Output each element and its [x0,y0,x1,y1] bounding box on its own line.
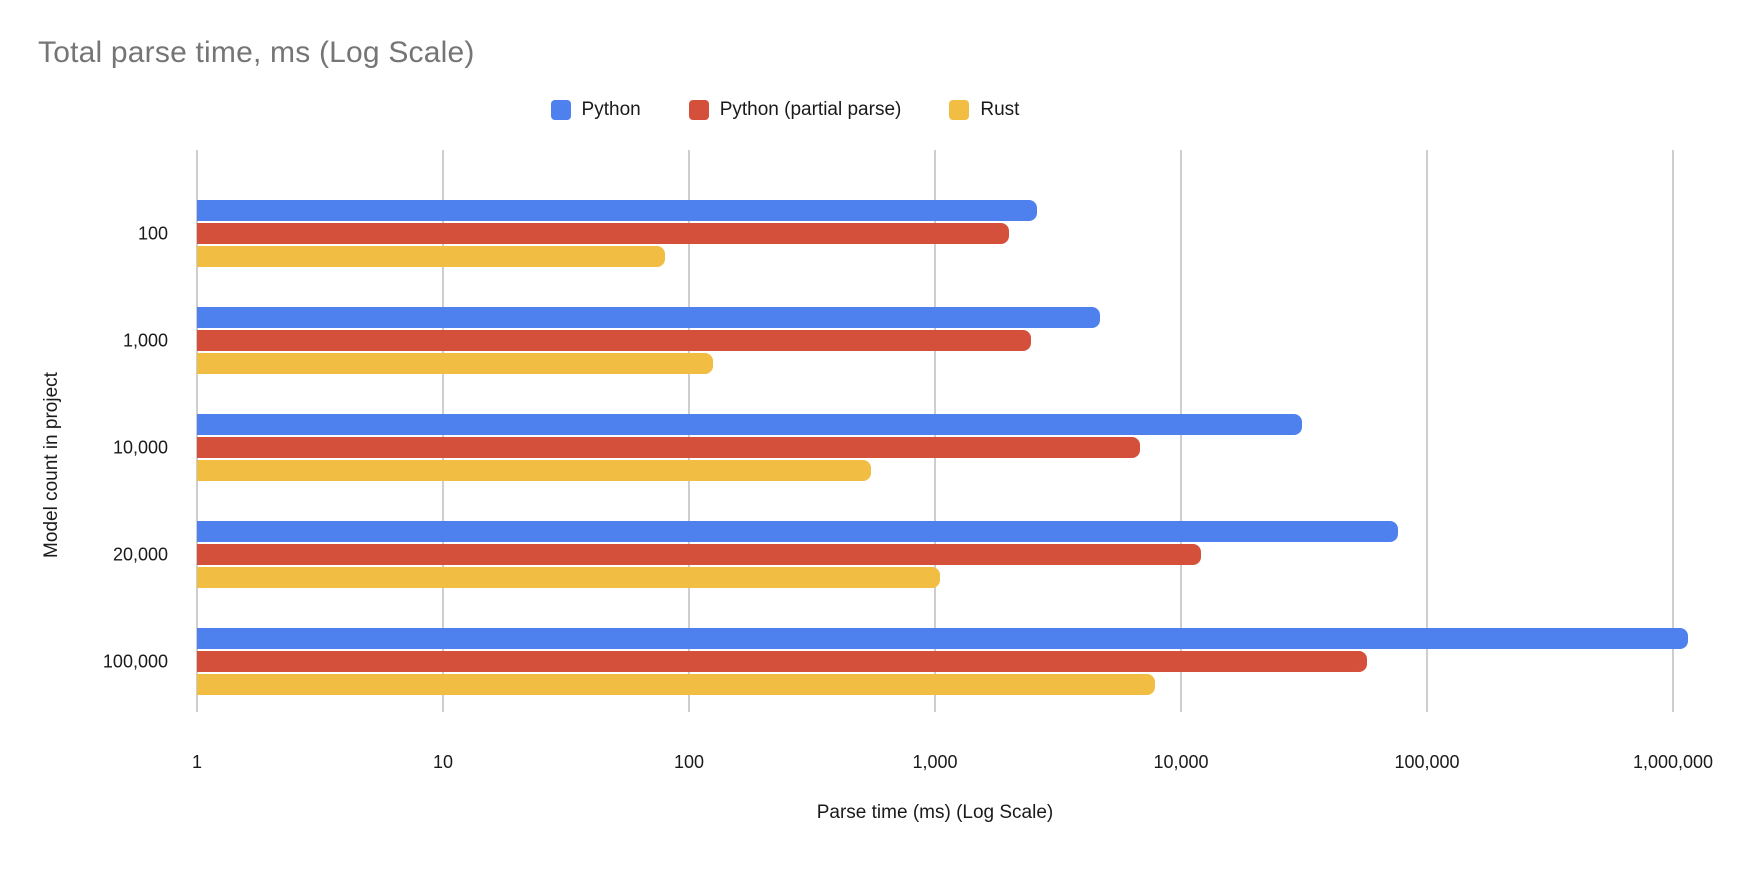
bar-group-1000 [197,307,1673,374]
legend-item-label: Python [581,99,641,120]
chart-title: Total parse time, ms (Log Scale) [38,36,475,69]
bar-rust-20000[interactable] [197,567,941,588]
legend-swatch-icon [550,100,571,120]
x-tick-label: 1,000 [912,752,958,772]
bar-python-10000[interactable] [197,414,1302,435]
legend-item-label: Rust [980,99,1020,120]
legend-item-label: Python (partial parse) [719,99,902,120]
bar-python-100000[interactable] [197,628,1688,649]
bar-python-1000[interactable] [197,307,1101,328]
bar-python-100[interactable] [197,200,1038,221]
bar-rust-10000[interactable] [197,460,872,481]
x-tick-label: 100 [673,752,705,772]
x-tick-label: 1 [191,752,203,772]
x-tick-label: 10 [432,752,454,772]
bar-python-partial-parse-100000[interactable] [197,651,1367,672]
x-axis-title: Parse time (ms) (Log Scale) [816,802,1054,823]
bar-group-100000 [197,628,1688,695]
legend: Python Python (partial parse) Rust [0,99,1756,121]
y-axis-label: 100 [137,223,168,243]
bar-group-100 [197,200,1673,267]
bar-python-partial-parse-100[interactable] [197,223,1010,244]
y-axis-label: 1,000 [122,330,168,350]
y-axis-labels: 100 1,000 10,000 20,000 100,000 [0,150,183,712]
bar-rust-100[interactable] [197,246,666,267]
legend-item-1[interactable]: Python (partial parse) [688,99,902,121]
bar-python-partial-parse-1000[interactable] [197,330,1031,351]
legend-item-2[interactable]: Rust [949,99,1019,121]
bar-python-partial-parse-10000[interactable] [197,437,1140,458]
bar-rust-100000[interactable] [197,674,1155,695]
bar-python-partial-parse-20000[interactable] [197,544,1201,565]
x-tick-label: 100,000 [1394,752,1460,772]
y-axis-label: 10,000 [112,437,168,457]
x-axis-ticks: 1 10 100 1,000 10,000 100,000 1,000,000 [192,752,1713,776]
legend-swatch-icon [688,100,709,120]
y-axis-label: 100,000 [102,651,168,671]
legend-swatch-icon [949,100,970,120]
bar-group-20000 [197,521,1673,588]
x-tick-label: 1,000,000 [1632,752,1714,772]
gridline [1426,150,1428,712]
legend-item-0[interactable]: Python [550,99,641,121]
bar-groups [197,200,1688,695]
bar-rust-1000[interactable] [197,353,713,374]
gridline [1672,150,1674,712]
plot-area [196,150,1688,712]
bar-python-20000[interactable] [197,521,1398,542]
y-axis-label: 20,000 [112,544,168,564]
x-tick-label: 10,000 [1153,752,1209,772]
bar-group-10000 [197,414,1673,481]
